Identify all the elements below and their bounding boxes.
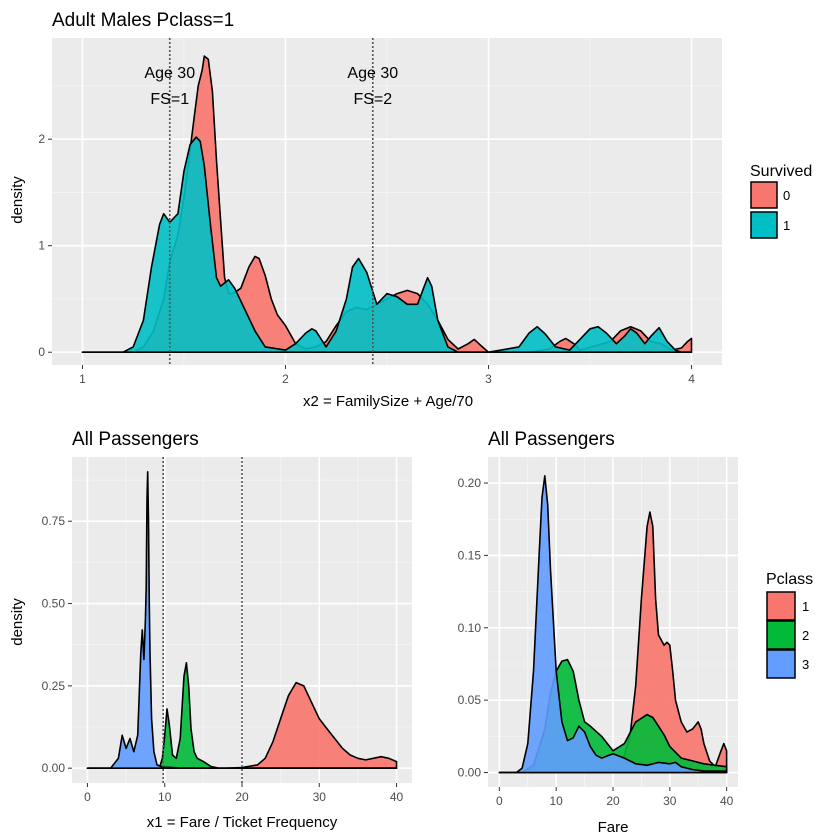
x-axis-label: Fare	[598, 819, 629, 836]
legend-survived: Survived 0 1	[750, 163, 812, 239]
legend-label-2: 2	[802, 628, 809, 643]
legend-title: Survived	[750, 163, 812, 180]
density-area-1	[81, 136, 693, 353]
legend-key-0	[750, 181, 778, 209]
annotation-label: Age 30	[144, 65, 195, 82]
y-tick-label: 0.00	[458, 766, 482, 780]
y-tick-label: 2	[38, 132, 45, 146]
y-axis-label: density	[9, 176, 26, 224]
x-tick-label: 1	[79, 372, 86, 386]
legend-label-3: 3	[802, 657, 809, 672]
x-axis-label: x1 = Fare / Ticket Frequency	[147, 814, 338, 831]
x-tick-label: 30	[663, 794, 677, 808]
legend-key-2	[766, 620, 796, 650]
legend-label-0: 0	[783, 188, 790, 203]
chart-title: All Passengers	[488, 429, 615, 450]
legend-label-1: 1	[783, 218, 790, 233]
y-tick-label: 1	[38, 239, 45, 253]
y-tick-label: 0.15	[458, 548, 482, 562]
x-tick-label: 2	[282, 372, 289, 386]
legend-pclass: Pclass 1 2 3	[766, 571, 813, 679]
x-tick-label: 40	[390, 790, 404, 804]
density-area-1	[86, 681, 398, 769]
x-tick-label: 20	[235, 790, 249, 804]
y-tick-label: 0	[38, 345, 45, 359]
x-tick-label: 0	[84, 790, 91, 804]
panel-fare: All Passengers 0 10 20 30 40 0.00 0.05 0.10 0.15…	[458, 429, 813, 836]
y-tick-label: 0.10	[458, 621, 482, 635]
x-tick-label: 10	[550, 794, 564, 808]
density-area-3	[498, 475, 728, 774]
y-tick-label: 0.00	[42, 761, 66, 775]
legend-label-1: 1	[802, 599, 809, 614]
x-tick-label: 40	[720, 794, 734, 808]
x-tick-label: 3	[485, 372, 492, 386]
x-tick-label: 4	[688, 372, 695, 386]
x-tick-label: 0	[496, 794, 503, 808]
y-tick-label: 0.20	[458, 476, 482, 490]
x-axis-label: x2 = FamilySize + Age/70	[303, 393, 473, 410]
legend-key-1	[766, 591, 796, 621]
panel-fare-per-ticket: All Passengers 0 10 20 30 40 0.00 0.25 0.50 0.75…	[9, 429, 412, 831]
annotation-label: FS=2	[353, 91, 392, 108]
chart-title: All Passengers	[72, 429, 199, 450]
y-tick-label: 0.25	[42, 679, 66, 693]
annotation-label: Age 30	[347, 65, 398, 82]
legend-key-1	[750, 211, 778, 239]
x-tick-label: 20	[606, 794, 620, 808]
chart-title: Adult Males Pclass=1	[52, 10, 234, 31]
legend-key-3	[766, 649, 796, 679]
y-tick-label: 0.75	[42, 514, 66, 528]
x-tick-label: 10	[158, 790, 172, 804]
panel-adult-males: Adult Males Pclass=1 Age 30 FS=1 Age 30 FS=…	[9, 10, 812, 410]
x-tick-label: 30	[313, 790, 327, 804]
legend-title: Pclass	[766, 571, 813, 588]
annotation-label: FS=1	[150, 91, 189, 108]
y-tick-label: 0.50	[42, 597, 66, 611]
y-axis-label: density	[9, 598, 26, 646]
y-tick-label: 0.05	[458, 693, 482, 707]
